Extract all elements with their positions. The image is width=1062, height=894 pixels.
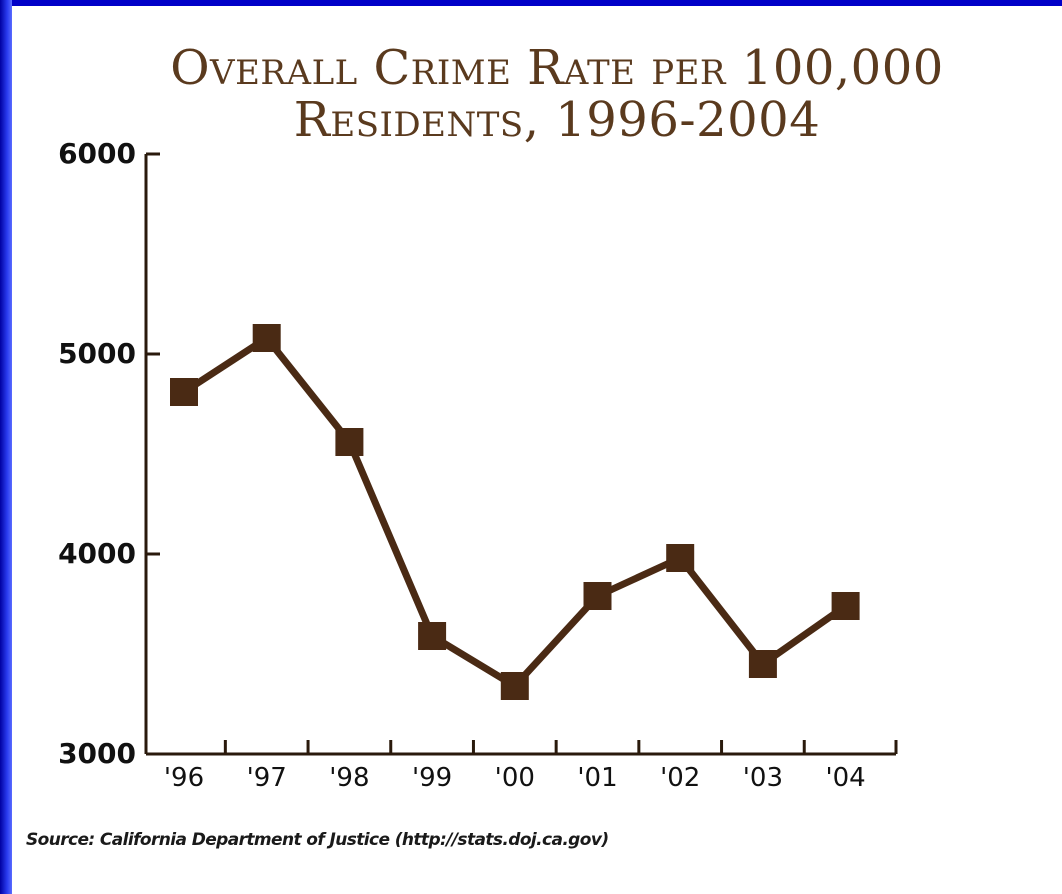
line-chart: 3000 4000 5000 6000 '96 '97 '98 '99 '00 '01 '02 '0…	[58, 137, 898, 793]
chart-title: Overall Crime Rate per 100,000 Residents…	[12, 42, 1062, 146]
x-tick-label: '00	[495, 763, 535, 793]
x-tick-label: '03	[743, 763, 783, 793]
x-tick-label: '98	[329, 763, 369, 793]
data-point-marker	[583, 582, 612, 610]
x-axis-ticks: '96 '97 '98 '99 '00 '01 '02 '03 '04	[164, 740, 866, 793]
chart-title-line-1: Overall Crime Rate per 100,000	[170, 40, 944, 96]
crime-rate-series	[170, 324, 860, 700]
y-tick-label: 4000	[58, 537, 136, 570]
data-point-marker	[666, 544, 695, 572]
y-axis-ticks: 3000 4000 5000 6000	[58, 137, 160, 770]
x-tick-label: '01	[577, 763, 617, 793]
data-point-marker	[170, 378, 198, 406]
x-tick-label: '02	[660, 763, 700, 793]
y-tick-label: 3000	[58, 737, 136, 770]
data-point-marker	[418, 622, 447, 650]
chart-panel: Overall Crime Rate per 100,000 Residents…	[12, 6, 1062, 894]
chart-title-line-2: Residents, 1996-2004	[293, 92, 821, 148]
window-top-border	[0, 0, 1062, 6]
data-point-marker	[252, 324, 281, 352]
chart-axes	[144, 154, 898, 756]
y-tick-label: 6000	[58, 137, 136, 170]
x-tick-label: '96	[164, 763, 204, 793]
y-tick-label: 5000	[58, 337, 136, 370]
series-line	[182, 334, 848, 690]
x-tick-label: '99	[412, 763, 452, 793]
data-point-marker	[335, 428, 364, 456]
source-note: Source: California Department of Justice…	[26, 830, 609, 850]
x-tick-label: '04	[825, 763, 865, 793]
data-point-marker	[831, 592, 860, 620]
x-tick-label: '97	[247, 763, 287, 793]
window-left-border	[0, 0, 12, 894]
data-point-marker	[500, 672, 529, 700]
data-point-marker	[748, 650, 777, 678]
